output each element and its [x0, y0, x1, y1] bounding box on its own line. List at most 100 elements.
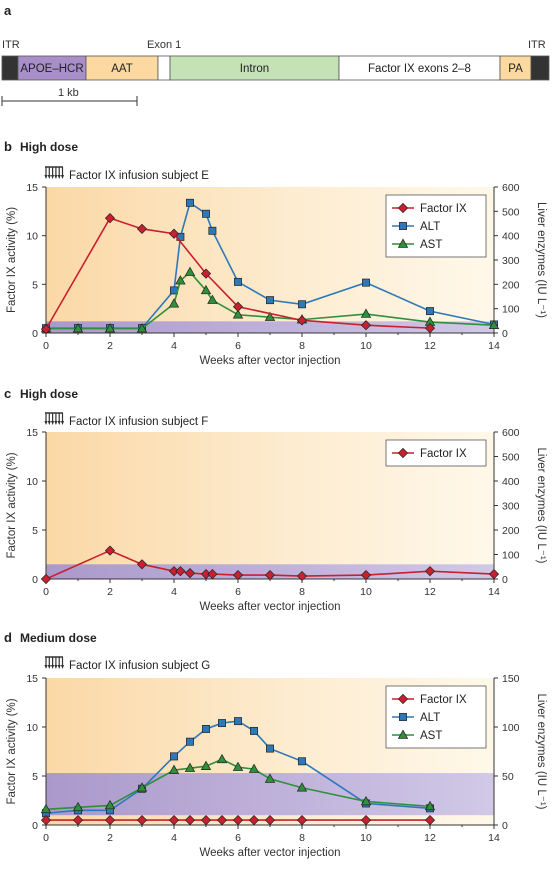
data-point — [296, 815, 308, 826]
y-left-tick-label: 5 — [32, 771, 38, 783]
x-tick-label: 8 — [299, 832, 305, 844]
legend: Factor IX ALT AST — [385, 685, 487, 749]
data-point — [104, 213, 116, 224]
x-tick-label: 14 — [488, 586, 500, 598]
y-right-tick-label: 0 — [502, 574, 508, 586]
data-point — [200, 815, 212, 826]
data-point — [170, 752, 178, 761]
y-left-tick-label: 5 — [32, 279, 38, 291]
construct-segment — [530, 55, 550, 81]
data-point — [136, 815, 148, 826]
data-point — [360, 815, 372, 826]
data-point — [40, 815, 52, 826]
data-point — [104, 799, 116, 810]
x-tick-label: 0 — [43, 340, 49, 352]
construct-bar: APOE–HCR AAT Intron Factor IX exons 2–8 PA — [1, 55, 550, 81]
data-point — [208, 226, 217, 235]
data-point — [175, 275, 186, 285]
data-point — [200, 760, 212, 770]
data-point — [264, 815, 276, 826]
data-point — [296, 570, 308, 582]
data-point — [218, 719, 226, 728]
data-point — [168, 228, 180, 239]
x-tick-label: 8 — [299, 340, 305, 352]
data-point — [136, 559, 148, 570]
data-point — [232, 309, 244, 319]
data-point — [264, 569, 276, 581]
chart-panel-b: b High dose Factor IX infusion subject E 0 2… — [4, 139, 547, 367]
legend: Factor IX ALT AST — [385, 194, 487, 258]
data-point — [184, 762, 196, 772]
data-point — [207, 294, 218, 304]
x-axis-label: Weeks after vector injection — [199, 847, 340, 859]
x-tick-label: 14 — [488, 340, 500, 352]
data-point — [266, 744, 274, 753]
y-axis-left-label: Factor IX activity (%) — [6, 698, 18, 804]
legend-label: AST — [420, 730, 442, 742]
y-right-tick-label: 200 — [502, 279, 520, 291]
data-point — [264, 311, 276, 321]
construct-segment — [169, 55, 340, 81]
legend-marker — [397, 202, 409, 214]
legend: Factor IX — [385, 439, 487, 467]
legend-marker — [399, 222, 407, 230]
data-point — [216, 815, 228, 826]
x-tick-label: 2 — [107, 586, 113, 598]
x-tick-label: 12 — [424, 340, 436, 352]
data-point — [488, 319, 500, 329]
legend-label: ALT — [420, 712, 440, 724]
construct-segment — [157, 55, 171, 81]
data-point — [234, 277, 242, 286]
data-point — [232, 301, 244, 312]
x-tick-label: 0 — [43, 586, 49, 598]
y-right-tick-label: 600 — [502, 182, 520, 194]
data-point — [184, 815, 196, 826]
charts: b High dose Factor IX infusion subject E 0 2… — [4, 139, 547, 859]
data-point — [104, 545, 116, 556]
panel-title: Medium dose — [20, 631, 97, 645]
data-point — [424, 323, 436, 334]
series-ast — [40, 753, 436, 814]
data-point — [488, 569, 500, 580]
legend-marker — [397, 447, 409, 459]
construct-segment — [1, 55, 19, 81]
data-point — [136, 782, 148, 792]
y-right-tick-label: 600 — [502, 427, 520, 439]
x-tick-label: 4 — [171, 586, 177, 598]
data-point — [136, 323, 148, 333]
data-point — [298, 757, 306, 766]
legend-marker — [397, 729, 409, 739]
data-point — [296, 315, 308, 326]
panel-a-construct: a ITR Exon 1 ITR APOE–HCR AAT Intron Factor… — [1, 3, 550, 106]
data-point — [248, 815, 260, 826]
y-left-tick-label: 10 — [26, 476, 38, 488]
data-point — [72, 323, 84, 333]
y-right-tick-label: 500 — [502, 452, 520, 464]
y-right-tick-label: 500 — [502, 206, 520, 218]
data-point — [298, 300, 306, 309]
construct-segment — [499, 55, 532, 81]
y-right-tick-label: 400 — [502, 476, 520, 488]
y-right-tick-label: 300 — [502, 501, 520, 513]
y-left-tick-label: 5 — [32, 525, 38, 537]
data-point — [186, 737, 194, 746]
itr-right-label: ITR — [528, 39, 546, 51]
y-axis-right-label: Liver enzymes (IU L⁻¹) — [535, 448, 547, 564]
series-factor-ix — [40, 213, 436, 335]
y-left-tick-label: 0 — [32, 328, 38, 340]
x-tick-label: 4 — [171, 340, 177, 352]
data-point — [202, 209, 210, 218]
data-point — [296, 782, 308, 792]
data-point — [72, 801, 84, 812]
data-point — [168, 815, 180, 826]
panel-title: High dose — [20, 387, 78, 401]
y-left-tick-label: 10 — [26, 231, 38, 243]
data-point — [360, 320, 372, 331]
y-right-tick-label: 0 — [502, 820, 508, 832]
construct-segment-label: Factor IX exons 2–8 — [368, 63, 471, 75]
data-point — [186, 198, 194, 207]
panel-a-letter: a — [4, 3, 12, 18]
series-factor-ix — [40, 545, 500, 585]
data-point — [136, 223, 148, 234]
